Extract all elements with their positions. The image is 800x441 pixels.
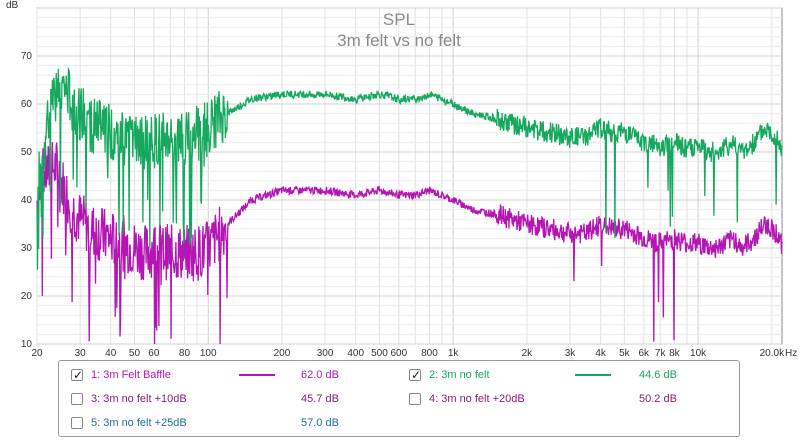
x-tick-label: 20.0k (760, 348, 785, 359)
x-axis-label: Hz (785, 348, 797, 359)
y-tick-label: 50 (21, 147, 33, 158)
spl-chart: 20 30 40 50 60 80 100 200 300 400 500 600 800 1k 2k 3k 4… (6, 0, 797, 359)
legend-swatch-2 (575, 374, 611, 376)
chart-title: SPL (383, 10, 415, 29)
series-line-2 (36, 66, 783, 270)
x-tick-label: 50 (129, 348, 141, 359)
legend-value-4: 50.2 dB (639, 393, 677, 405)
y-tick-label: 30 (21, 243, 33, 254)
x-tick-label: 1k (448, 348, 460, 359)
y-axis-label: dB (6, 0, 19, 11)
series-line-1 (36, 142, 783, 345)
x-tick-label: 400 (347, 348, 364, 359)
legend-label-2: 2: 3m no felt (429, 369, 490, 381)
legend-row-5: 5: 3m no felt +25dB 57.0 dB (71, 413, 391, 433)
x-tick-label: 8k (669, 348, 681, 359)
legend-value-3: 45.7 dB (301, 393, 339, 405)
legend-value-1: 62.0 dB (301, 369, 339, 381)
x-tick-label: 3k (565, 348, 577, 359)
x-tick-label: 100 (200, 348, 217, 359)
y-tick-label: 20 (21, 291, 33, 302)
legend-swatch-1 (239, 374, 275, 376)
legend-label-1: 1: 3m Felt Baffle (91, 369, 171, 381)
chart-subtitle: 3m felt vs no felt (337, 31, 461, 50)
legend-row-3: 3: 3m no felt +10dB 45.7 dB (71, 389, 391, 409)
x-tick-label: 7k (655, 348, 667, 359)
x-tick-label: 5k (619, 348, 631, 359)
x-tick-label: 2k (522, 348, 534, 359)
legend-value-5: 57.0 dB (301, 417, 339, 429)
legend-checkbox-1[interactable] (71, 365, 83, 385)
y-tick-label: 10 (21, 339, 33, 350)
tick-labels: 20 30 40 50 60 80 100 200 300 400 500 600 800 1k 2k 3k 4… (21, 51, 785, 359)
y-tick-label: 40 (21, 195, 33, 206)
legend-checkbox-4[interactable] (409, 393, 421, 405)
x-tick-label: 40 (105, 348, 117, 359)
y-tick-label: 70 (21, 51, 33, 62)
legend: 1: 3m Felt Baffle 62.0 dB 2: 3m no felt … (58, 360, 740, 437)
y-tick-label: 60 (21, 99, 33, 110)
legend-value-2: 44.6 dB (639, 369, 677, 381)
x-tick-label: 30 (75, 348, 87, 359)
x-tick-label: 80 (179, 348, 191, 359)
legend-row-2: 2: 3m no felt 44.6 dB (409, 365, 729, 385)
x-tick-label: 800 (421, 348, 438, 359)
x-tick-label: 6k (638, 348, 650, 359)
legend-checkbox-2[interactable] (409, 365, 421, 385)
x-tick-label: 500 (371, 348, 388, 359)
legend-label-4: 4: 3m no felt +20dB (429, 393, 525, 405)
legend-checkbox-3[interactable] (71, 393, 83, 405)
series-group (36, 66, 783, 345)
legend-row-4: 4: 3m no felt +20dB 50.2 dB (409, 389, 729, 409)
legend-row-1: 1: 3m Felt Baffle 62.0 dB (71, 365, 391, 385)
x-tick-label: 20 (31, 348, 43, 359)
x-tick-label: 4k (595, 348, 607, 359)
x-tick-label: 60 (148, 348, 160, 359)
legend-checkbox-5[interactable] (71, 417, 83, 429)
legend-label-3: 3: 3m no felt +10dB (91, 393, 187, 405)
x-tick-label: 10k (690, 348, 707, 359)
x-tick-label: 600 (390, 348, 407, 359)
grid (36, 7, 782, 345)
x-tick-label: 200 (274, 348, 291, 359)
x-tick-label: 300 (317, 348, 334, 359)
legend-label-5: 5: 3m no felt +25dB (91, 417, 187, 429)
